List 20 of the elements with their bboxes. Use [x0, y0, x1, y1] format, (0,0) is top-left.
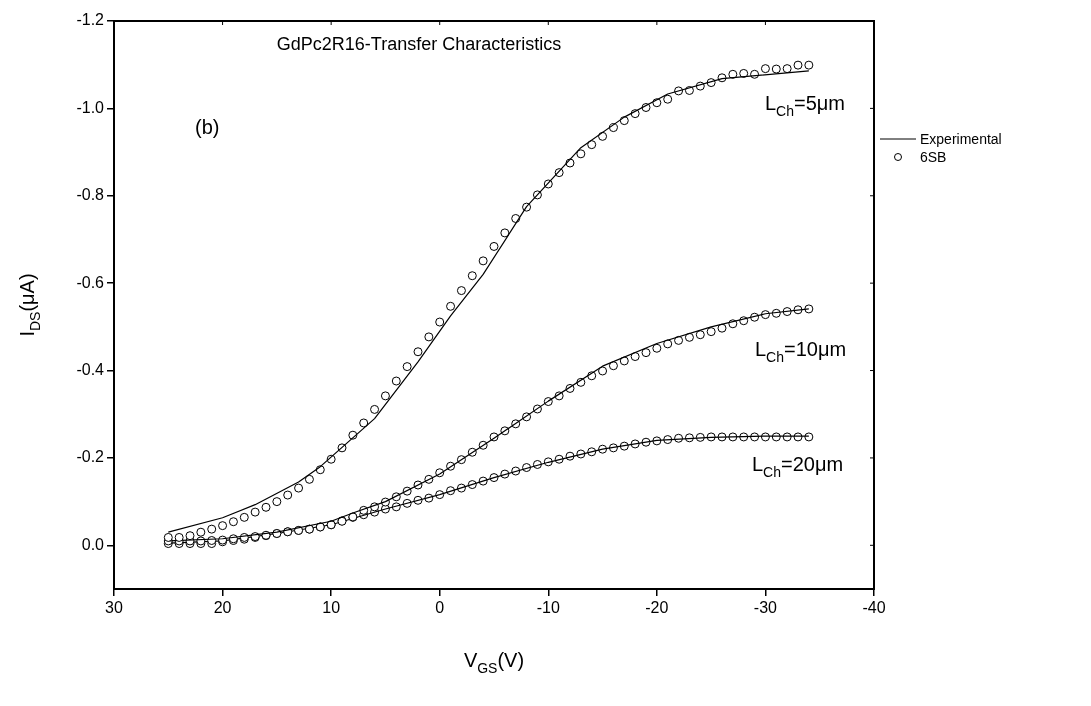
text: GdPc2R16-Transfer Characteristics	[276, 33, 562, 54]
y-tick-label: -0.8	[76, 186, 105, 204]
x-tick-label: 30	[105, 599, 123, 617]
y-tick-label: -0.2	[76, 448, 105, 466]
legend-label: 6SB	[920, 148, 947, 166]
x-tick-label: 20	[213, 599, 232, 617]
legend-label: Experimental	[920, 130, 1002, 148]
y-tick-label: -1.0	[76, 98, 105, 116]
x-tick-label: 10	[322, 599, 341, 617]
x-tick-label: -10	[536, 599, 560, 617]
y-tick-label: -1.2	[76, 11, 105, 29]
y-tick-label: -0.6	[76, 273, 105, 291]
y-tick-label: -0.4	[76, 360, 105, 378]
x-tick-label: 0	[435, 599, 445, 617]
x-tick-label: -40	[862, 599, 886, 617]
y-tick-label: 0.0	[81, 535, 105, 553]
annotation: (b)	[195, 115, 220, 138]
x-tick-label: -20	[645, 599, 669, 617]
x-tick-label: -30	[753, 599, 778, 617]
y-axis-title: IDS(μA)	[15, 273, 43, 337]
